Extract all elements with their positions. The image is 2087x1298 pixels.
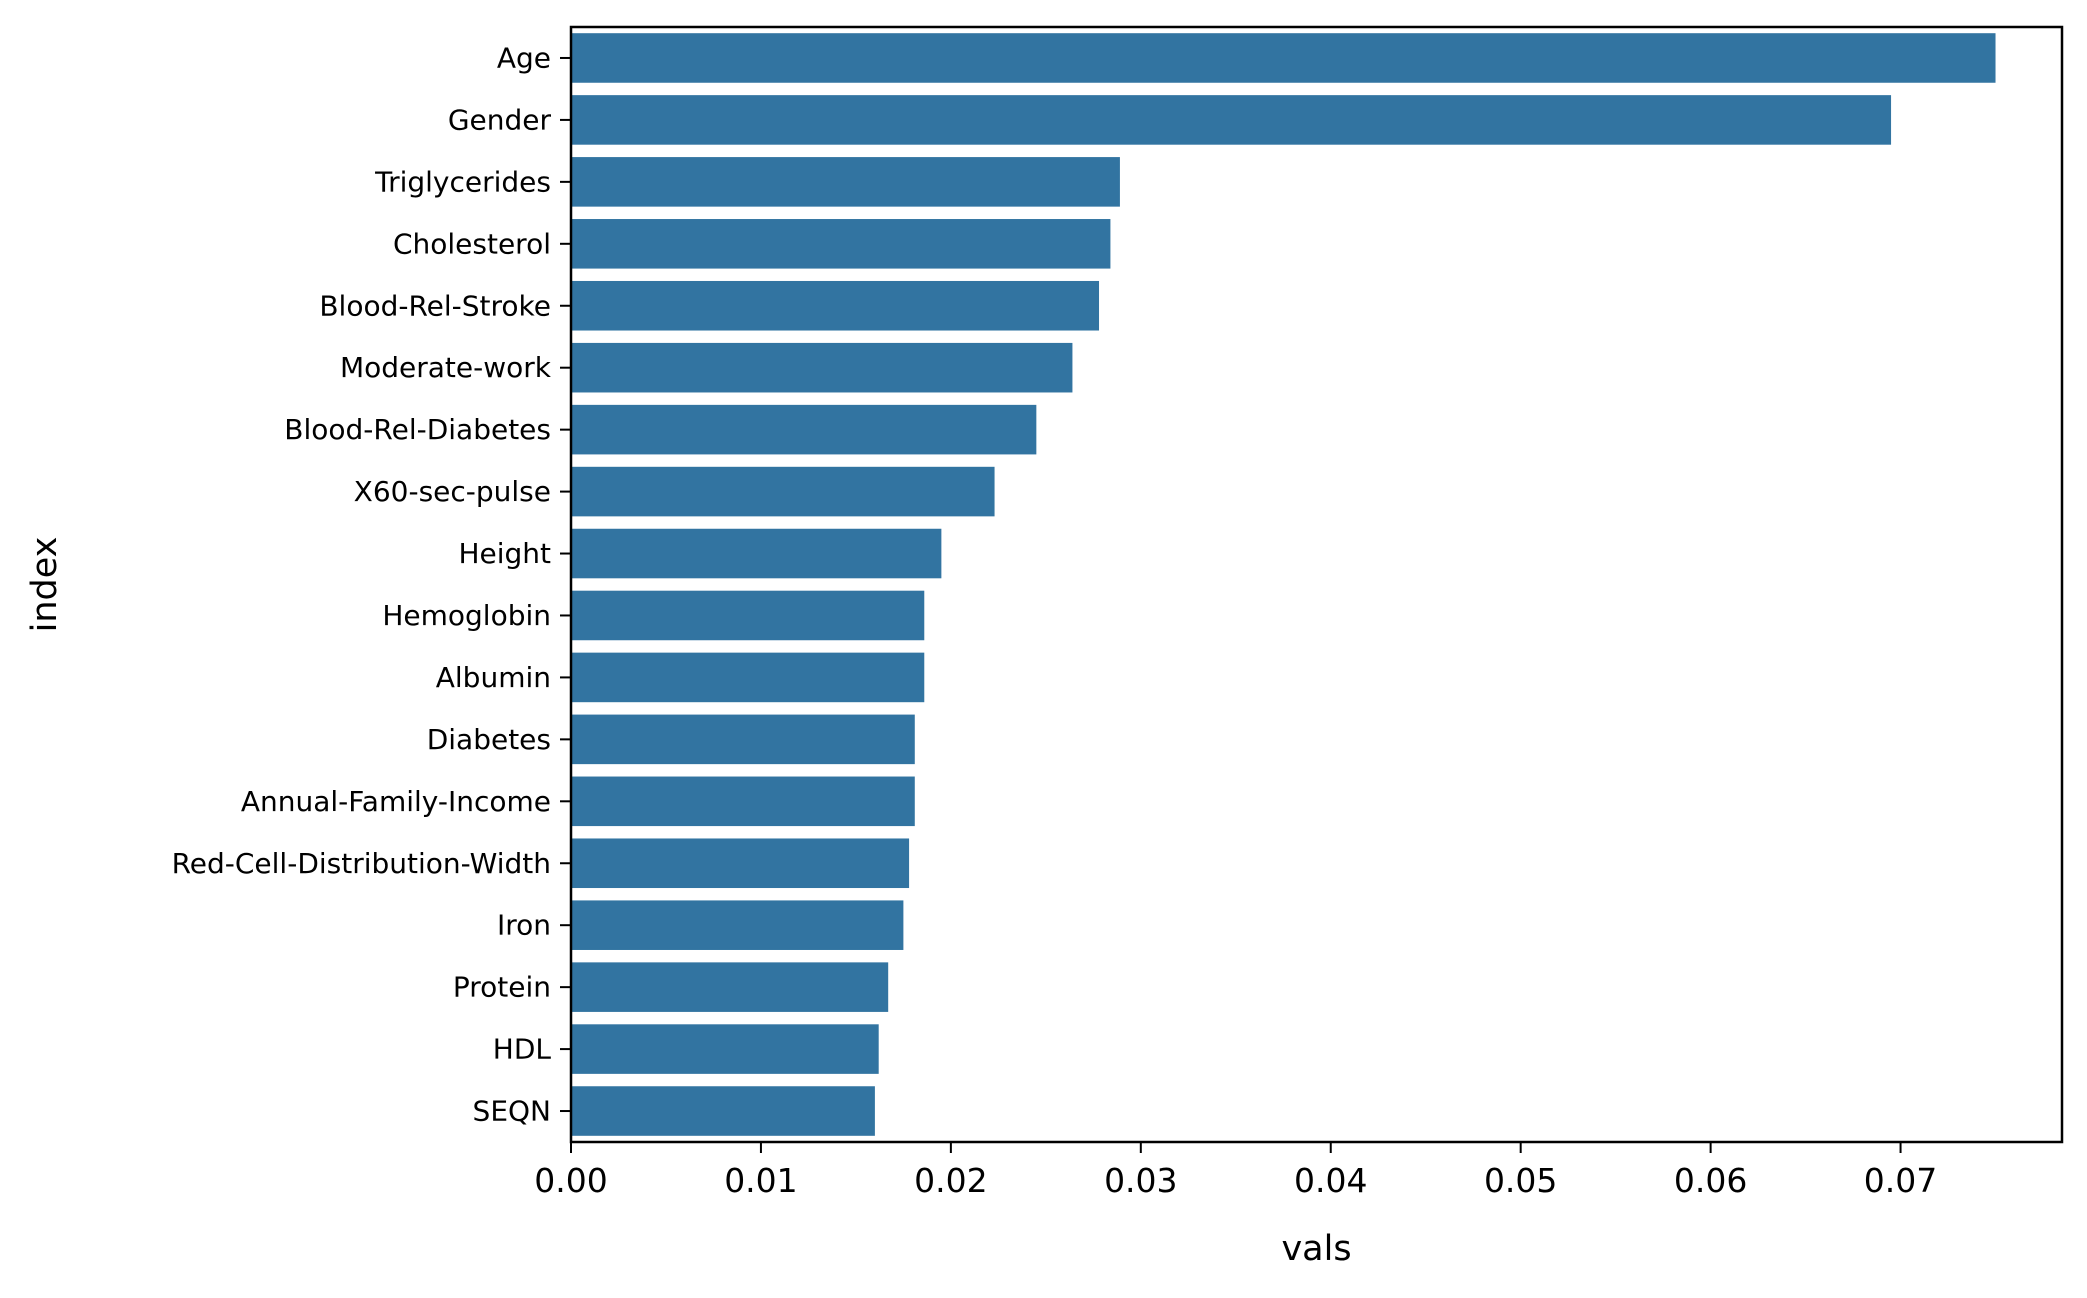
- x-tick-label: 0.05: [1484, 1161, 1557, 1200]
- y-tick-label: Blood-Rel-Diabetes: [284, 413, 551, 446]
- bar: [571, 590, 925, 641]
- bar: [571, 33, 1996, 83]
- x-tick-label: 0.02: [914, 1161, 987, 1200]
- y-tick-label: Hemoglobin: [382, 599, 551, 632]
- bar: [571, 714, 915, 765]
- y-tick-label: Red-Cell-Distribution-Width: [172, 847, 551, 880]
- bar: [571, 776, 915, 827]
- y-tick-label: Triglycerides: [374, 165, 551, 198]
- y-tick-label: HDL: [493, 1033, 552, 1066]
- y-tick-label: Protein: [453, 971, 551, 1004]
- y-tick-label: Iron: [497, 909, 551, 942]
- bar: [571, 404, 1037, 455]
- bar: [571, 838, 910, 889]
- bar: [571, 219, 1111, 269]
- x-axis-title: vals: [1281, 1229, 1351, 1269]
- y-tick-label: Annual-Family-Income: [241, 785, 551, 818]
- x-tick-label: 0.00: [534, 1161, 607, 1200]
- plot-frame: [569, 25, 2064, 1144]
- y-tick-label: SEQN: [473, 1095, 551, 1128]
- bar: [571, 157, 1120, 207]
- y-axis-title: index: [25, 537, 65, 633]
- x-tick-label: 0.03: [1104, 1161, 1177, 1200]
- bar: [571, 280, 1100, 331]
- y-tick-label: Blood-Rel-Stroke: [319, 289, 551, 322]
- bar: [571, 1024, 879, 1074]
- x-tick-label: 0.04: [1294, 1161, 1367, 1200]
- bar: [571, 1086, 875, 1136]
- y-tick-label: Diabetes: [427, 723, 551, 756]
- y-tick-label: Moderate-work: [340, 351, 552, 384]
- x-tick-label: 0.06: [1674, 1161, 1747, 1200]
- y-tick-label: Cholesterol: [393, 227, 551, 260]
- y-tick-label: X60-sec-pulse: [354, 475, 551, 508]
- bar: [571, 528, 942, 579]
- y-tick-label: Gender: [448, 103, 552, 136]
- y-tick-label: Age: [497, 41, 551, 74]
- y-tick-label: Albumin: [436, 661, 551, 694]
- x-axis: 0.00 0.01 0.02 0.03 0.04 0.05 0.06 0.07: [534, 1142, 1937, 1200]
- bar: [571, 95, 1892, 145]
- bar: [571, 342, 1073, 393]
- bar: [571, 962, 889, 1012]
- bars-layer: [571, 33, 1996, 1136]
- bar: [571, 466, 995, 517]
- x-tick-label: 0.01: [724, 1161, 797, 1200]
- x-tick-label: 0.07: [1864, 1161, 1937, 1200]
- bar: [571, 900, 904, 950]
- bar: [571, 652, 925, 703]
- y-tick-label: Height: [458, 537, 551, 570]
- y-axis: Age Gender Triglycerides Cholesterol Blood-R…: [172, 41, 571, 1128]
